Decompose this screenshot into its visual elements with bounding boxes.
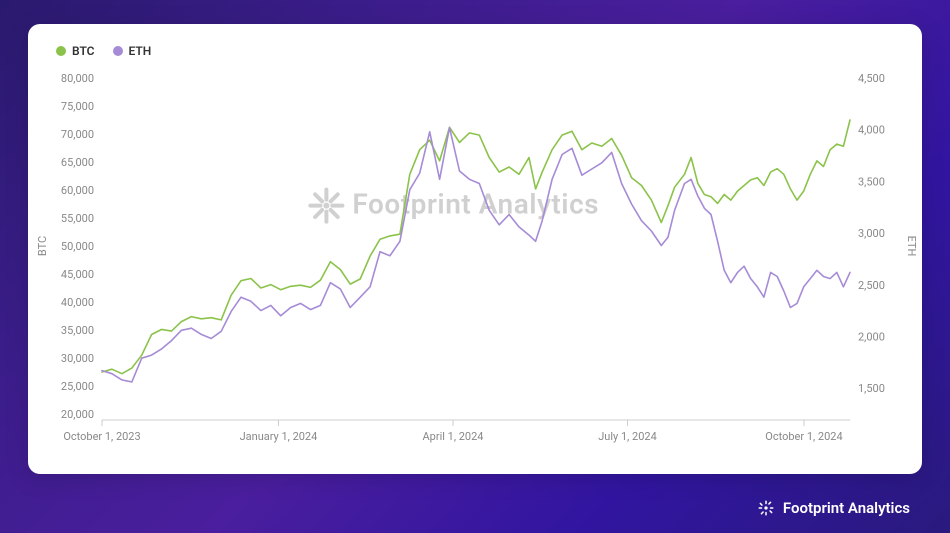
x-tick: July 1, 2024 [598,430,657,443]
y-left-tick: 60,000 [61,184,94,197]
y-left-axis-label: BTC [36,236,49,256]
y-left-tick: 80,000 [61,72,94,85]
y-left-tick: 70,000 [61,128,94,141]
series-line-eth [102,128,850,382]
legend-swatch-btc [56,46,66,56]
y-right-tick: 1,500 [858,382,885,395]
chart-svg: Footprint Analytics 20,000 25,000 30,000 35,… [28,70,922,474]
y-left-tick: 65,000 [61,156,94,169]
y-right-tick: 2,000 [858,330,885,343]
footprint-logo-icon [757,499,775,517]
y-right-tick: 4,000 [858,124,885,137]
x-tick: April 1, 2024 [423,430,484,443]
y-left-tick: 20,000 [61,408,94,421]
footer-brand-text: Footprint Analytics [783,499,910,517]
y-right-tick: 3,000 [858,227,885,240]
legend-label-eth: ETH [129,44,152,58]
legend-item-eth[interactable]: ETH [113,44,152,58]
y-right-axis-label: ETH [905,236,918,257]
x-tick: October 1, 2023 [63,430,140,443]
chart-card: BTC ETH Footprint Analytics 20,000 25,000 3… [28,24,922,474]
y-right-tick: 2,500 [858,279,885,292]
y-left-tick: 40,000 [61,296,94,309]
y-left-tick: 30,000 [61,352,94,365]
y-left-tick: 75,000 [61,100,94,113]
y-left-tick: 25,000 [61,380,94,393]
y-right-tick: 3,500 [858,175,885,188]
chart-legend: BTC ETH [56,44,151,58]
legend-label-btc: BTC [72,44,95,58]
watermark-text: Footprint Analytics [352,188,599,221]
x-tick: January 1, 2024 [240,430,318,443]
y-right-tick: 4,500 [858,72,885,85]
x-tick: October 1, 2024 [765,430,842,443]
y-left-tick: 45,000 [61,268,94,281]
legend-swatch-eth [113,46,123,56]
y-left-tick: 50,000 [61,240,94,253]
chart-plot-area: Footprint Analytics 20,000 25,000 30,000 35,… [28,70,922,474]
y-left-tick: 35,000 [61,324,94,337]
legend-item-btc[interactable]: BTC [56,44,95,58]
y-left-tick: 55,000 [61,212,94,225]
footer-brand: Footprint Analytics [757,499,910,517]
